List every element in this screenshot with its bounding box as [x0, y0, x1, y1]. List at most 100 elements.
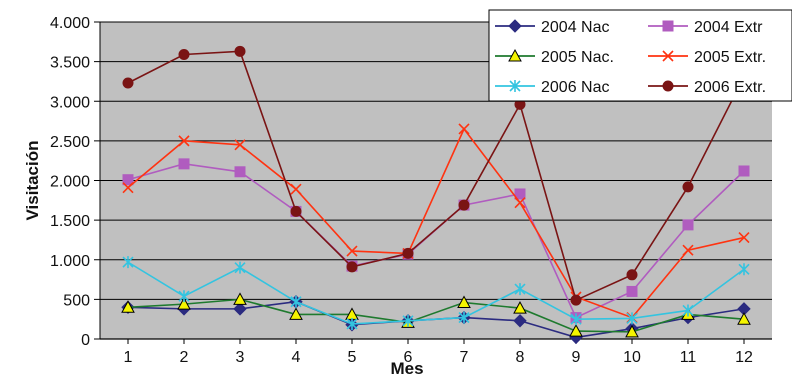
y-tick-label: 500 [63, 292, 90, 309]
legend-marker [509, 80, 521, 92]
data-point [513, 301, 527, 314]
data-point [514, 283, 526, 296]
data-point [737, 312, 751, 325]
legend-entry: 2006 Nac [495, 79, 610, 96]
data-point [289, 307, 303, 320]
data-point [346, 245, 358, 257]
legend-entry: 2005 Extr. [648, 49, 766, 66]
series-line [127, 298, 745, 333]
legend: 2004 Nac 2004 Extr 2005 Nac. 2005 Extr. 2006… [488, 9, 792, 102]
data-point [178, 135, 190, 147]
legend-entry: 2004 Nac [495, 19, 610, 36]
data-point [402, 314, 414, 327]
legend-label: 2006 Nac [541, 79, 610, 96]
legend-entry: 2006 Extr. [648, 79, 766, 96]
legend-label: 2005 Extr. [694, 49, 766, 66]
y-tick-label: 0 [81, 332, 90, 349]
legend-label: 2005 Nac. [541, 49, 614, 66]
data-point [738, 165, 750, 177]
data-point [458, 199, 470, 211]
data-point [458, 123, 470, 135]
legend-marker [662, 50, 674, 62]
legend-entry: 2005 Nac. [495, 48, 614, 66]
x-tick-label: 11 [680, 349, 697, 366]
data-point [346, 261, 358, 273]
x-tick-label: 2 [180, 349, 189, 366]
data-point [122, 77, 134, 89]
legend-marker [508, 19, 522, 33]
data-point [290, 183, 302, 195]
data-point [234, 166, 246, 178]
data-point [682, 304, 694, 317]
data-point [625, 324, 639, 338]
data-point [626, 312, 638, 325]
data-point [234, 261, 246, 274]
data-point [570, 313, 582, 326]
data-point [626, 285, 638, 297]
data-point [458, 311, 470, 324]
data-point [682, 244, 694, 256]
data-point [738, 263, 750, 276]
data-point [514, 197, 526, 209]
legend-label: 2004 Nac [541, 19, 610, 36]
data-point [738, 231, 750, 244]
data-point [457, 295, 471, 309]
data-point [513, 314, 527, 328]
y-tick-label: 4.000 [50, 15, 90, 32]
series-line [127, 50, 745, 302]
data-point [346, 317, 358, 330]
data-point [234, 45, 246, 57]
x-tick-label: 10 [623, 349, 641, 366]
data-point [122, 174, 134, 186]
x-tick-label: 1 [124, 349, 133, 366]
data-point [234, 139, 246, 151]
data-point [178, 290, 190, 303]
data-point [402, 247, 414, 259]
data-point [569, 324, 583, 337]
x-tick-label: 9 [572, 349, 581, 366]
data-point [178, 48, 190, 60]
data-point [290, 295, 302, 308]
x-tick-label: 3 [236, 349, 245, 366]
x-tick-label: 8 [516, 349, 525, 366]
data-point [626, 269, 638, 281]
data-point [122, 256, 134, 269]
legend-marker [662, 20, 674, 32]
data-point [290, 205, 302, 217]
legend-marker [662, 80, 674, 92]
legend-box [488, 9, 792, 102]
data-point [570, 294, 582, 306]
y-axis-title: Visitación [23, 141, 42, 221]
x-tick-labels: 1 2 3 4 5 6 7 8 9 10 11 12 [124, 349, 753, 366]
data-point [122, 182, 134, 194]
x-tick-label: 6 [404, 349, 413, 366]
x-tick-label: 7 [460, 349, 469, 366]
y-tick-label: 2.000 [50, 174, 90, 191]
x-tick-label: 5 [348, 349, 357, 366]
series-2006-extr [122, 45, 750, 306]
x-axis-title: Mes [390, 359, 423, 378]
legend-label: 2006 Extr. [694, 79, 766, 96]
data-point [233, 302, 247, 316]
y-tick-label: 1.000 [50, 253, 90, 270]
legend-marker [508, 48, 522, 62]
y-tick-label: 1.500 [50, 213, 90, 230]
y-tick-label: 3.000 [50, 94, 90, 111]
data-point [178, 158, 190, 170]
series-line [127, 127, 745, 319]
data-point [177, 297, 191, 310]
data-point [233, 292, 247, 305]
data-point [682, 219, 694, 231]
data-point [121, 300, 135, 313]
series-2006-nac [122, 256, 750, 330]
y-tick-labels: 0 500 1.000 1.500 2.000 2.500 3.000 3.500 4.000 [50, 15, 90, 349]
axes [99, 22, 772, 344]
legend-entry: 2004 Extr [648, 19, 763, 36]
x-tick-label: 4 [292, 349, 301, 366]
data-point [682, 181, 694, 193]
x-tick-label: 12 [735, 349, 753, 366]
data-point [514, 188, 526, 200]
series-lines [121, 45, 751, 345]
